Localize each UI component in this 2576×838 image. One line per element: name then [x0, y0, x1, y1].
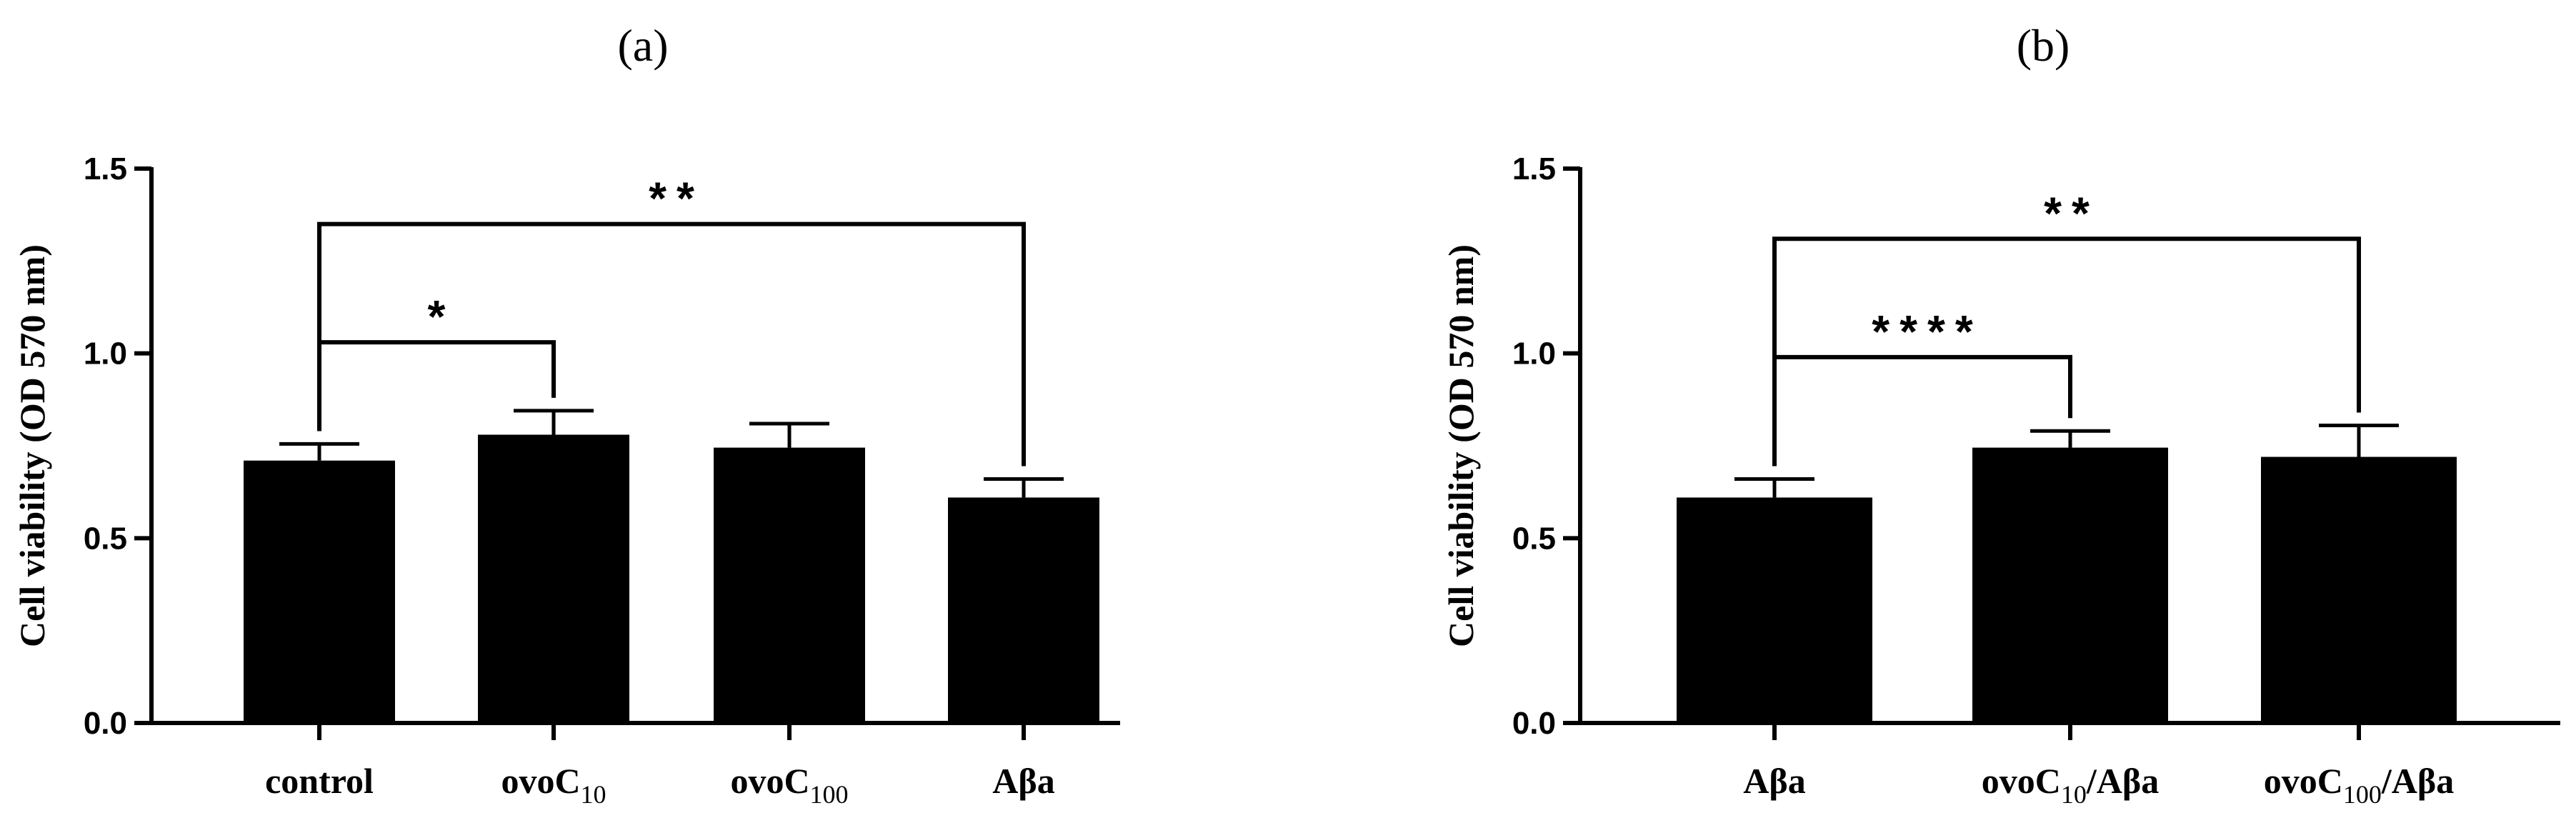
y-tick-label: 0.5: [1512, 521, 1556, 556]
bar: [478, 434, 629, 723]
significance-bracket: [317, 340, 556, 432]
significance-label: **: [649, 173, 704, 224]
significance-label: **: [2044, 187, 2100, 239]
category-suffix: /Aβa: [2381, 761, 2454, 801]
y-tick-label: 1.5: [1512, 151, 1556, 186]
panel-label: (a): [617, 20, 668, 71]
y-tick-label: 1.5: [84, 151, 127, 186]
bar: [1677, 497, 1872, 723]
x-tick-label: Aβa: [1743, 761, 1805, 801]
y-axis-title: Cell viability (OD 570 nm): [1441, 244, 1481, 647]
y-tick-label: 0.0: [84, 706, 127, 741]
y-tick-label: 1.0: [1512, 336, 1556, 371]
x-tick-label: ovoC10/Aβa: [1982, 761, 2159, 809]
x-tick-label: ovoC10: [501, 761, 606, 809]
bar: [2261, 457, 2457, 723]
category-base: ovoC: [2264, 761, 2343, 801]
category-subscript: 10: [581, 780, 606, 809]
category-subscript: 100: [2343, 780, 2382, 809]
category-base: ovoC: [730, 761, 809, 801]
y-axis-title: Cell viability (OD 570 nm): [12, 244, 52, 647]
panel-b-chart: (b) Cell viability (OD 570 nm) 0.0 0.5 1.0 1.…: [1441, 20, 2560, 809]
category-base: ovoC: [501, 761, 580, 801]
significance-label: *: [428, 291, 456, 342]
bar: [244, 460, 395, 723]
y-tick-label: 0.0: [1512, 706, 1556, 741]
bar: [948, 497, 1099, 723]
category-base: Aβa: [1743, 761, 1805, 801]
category-subscript: 10: [2061, 780, 2087, 809]
category-base: Aβa: [992, 761, 1054, 801]
panel-label: (b): [2017, 20, 2070, 71]
category-base: ovoC: [1982, 761, 2061, 801]
significance-label: ****: [1872, 306, 1983, 357]
x-tick-label: control: [265, 761, 374, 801]
category-text: control: [265, 761, 374, 801]
x-tick-label: Aβa: [992, 761, 1054, 801]
bar: [1972, 447, 2168, 723]
y-tick-label: 1.0: [84, 336, 127, 371]
significance-bracket: [317, 221, 1026, 467]
x-tick-label: ovoC100: [730, 761, 848, 809]
category-subscript: 100: [810, 780, 849, 809]
category-suffix: /Aβa: [2086, 761, 2159, 801]
x-tick-label: ovoC100/Aβa: [2264, 761, 2454, 809]
bar: [714, 447, 865, 723]
significance-bracket: [1772, 236, 2361, 467]
panel-a-chart: (a) Cell viability (OD 570 nm) 0.0 0.5 1.0 1.…: [12, 20, 1120, 809]
y-tick-label: 0.5: [84, 521, 127, 556]
